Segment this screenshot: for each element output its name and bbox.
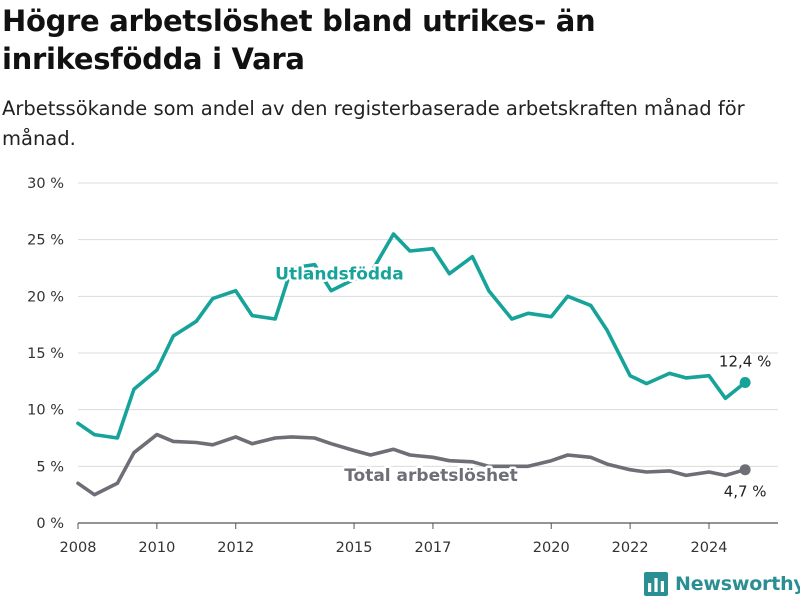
y-tick-label: 30 % — [27, 176, 64, 192]
series-line-utlandsfodda — [76, 232, 747, 440]
series-end-marker — [739, 376, 751, 388]
x-tick-label: 2010 — [138, 540, 175, 556]
x-tick-label: 2024 — [691, 540, 728, 556]
y-tick-label: 25 % — [27, 233, 64, 249]
y-tick-label: 5 % — [36, 459, 64, 475]
brand-logo[interactable]: Newsworthy — [644, 570, 800, 598]
y-tick-label: 0 % — [36, 516, 64, 532]
series-name-label: Total arbetslöshet — [344, 466, 518, 486]
series-line-total — [76, 432, 747, 497]
brand-name: Newsworthy — [675, 573, 800, 595]
series-end-value-label: 4,7 % — [724, 483, 767, 501]
y-tick-label: 10 % — [27, 403, 64, 419]
x-tick-label: 2008 — [60, 540, 97, 556]
bar-chart-logo-icon — [644, 572, 668, 596]
x-tick-label: 2015 — [336, 540, 373, 556]
x-tick-label: 2017 — [414, 540, 451, 556]
x-tick-label: 2022 — [612, 540, 649, 556]
series-name-label: Utlandsfödda — [275, 264, 404, 284]
series-end-value-label: 12,4 % — [719, 352, 771, 370]
x-tick-label: 2020 — [533, 540, 570, 556]
x-tick-label: 2012 — [217, 540, 254, 556]
series-end-marker — [739, 464, 751, 476]
chart-subtitle: Arbetssökande som andel av den registerb… — [2, 97, 745, 150]
y-tick-label: 15 % — [27, 346, 64, 362]
chart-title: Högre arbetslöshet bland utrikes- än inr… — [2, 4, 596, 76]
y-tick-label: 20 % — [27, 289, 64, 305]
